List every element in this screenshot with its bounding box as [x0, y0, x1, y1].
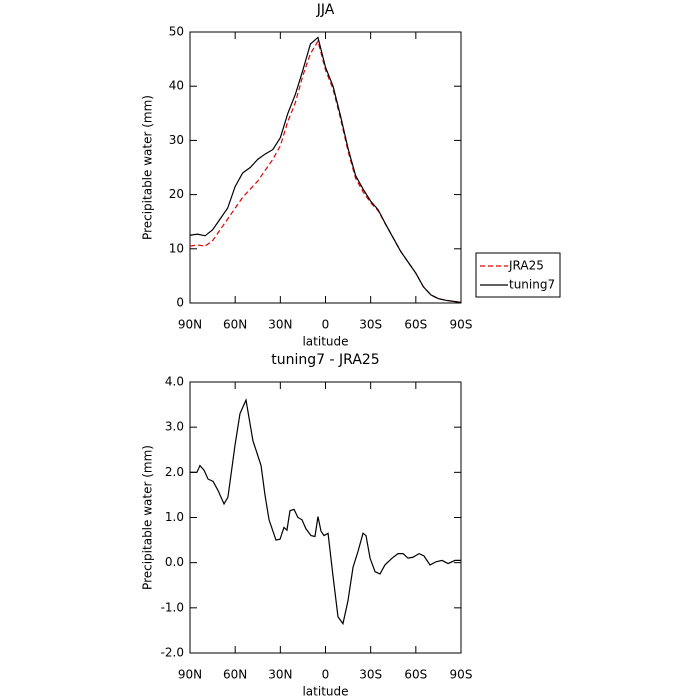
data-line	[190, 398, 461, 626]
legend-box	[475, 252, 561, 298]
y-tick-label: 4.0	[165, 375, 184, 389]
data-line	[189, 36, 462, 304]
y-tick-label: 40	[169, 79, 184, 93]
y-tick-label: 50	[169, 25, 184, 39]
legend-label: tuning7	[509, 278, 555, 292]
x-tick-label: 30S	[359, 318, 382, 332]
x-tick-label: 30N	[268, 668, 292, 682]
y-tick-label: 0	[176, 296, 184, 310]
x-tick-label: 60N	[223, 318, 247, 332]
x-axis-label: latitude	[302, 685, 348, 699]
x-tick-label: 60S	[404, 318, 427, 332]
x-tick-label: 90N	[178, 318, 202, 332]
x-tick-label: 30S	[359, 668, 382, 682]
x-tick-label: 90S	[450, 318, 473, 332]
y-axis-label: Precipitable water (mm)	[141, 95, 155, 240]
x-tick-label: 0	[322, 318, 330, 332]
data-line	[189, 39, 462, 304]
y-tick-label: -1.0	[161, 600, 184, 614]
y-tick-label: 2.0	[165, 465, 184, 479]
y-tick-label: -2.0	[161, 646, 184, 660]
y-tick-label: 1.0	[165, 510, 184, 524]
x-tick-label: 90N	[178, 668, 202, 682]
y-tick-label: 10	[169, 241, 184, 255]
plot-frame	[189, 31, 462, 304]
x-tick-label: 90S	[450, 668, 473, 682]
x-tick-label: 0	[322, 668, 330, 682]
plot-frame	[189, 381, 462, 654]
legend-label: JRA25	[508, 259, 544, 273]
x-tick-label: 60N	[223, 668, 247, 682]
x-tick-label: 60S	[404, 668, 427, 682]
chart-title: tuning7 - JRA25	[271, 352, 379, 368]
y-tick-label: 30	[169, 133, 184, 147]
y-tick-label: 3.0	[165, 420, 184, 434]
y-axis-label: Precipitable water (mm)	[141, 445, 155, 590]
chart-title: JJA	[316, 2, 335, 18]
x-axis-label: latitude	[302, 335, 348, 349]
y-tick-label: 20	[169, 187, 184, 201]
y-tick-label: 0.0	[165, 555, 184, 569]
x-tick-label: 30N	[268, 318, 292, 332]
